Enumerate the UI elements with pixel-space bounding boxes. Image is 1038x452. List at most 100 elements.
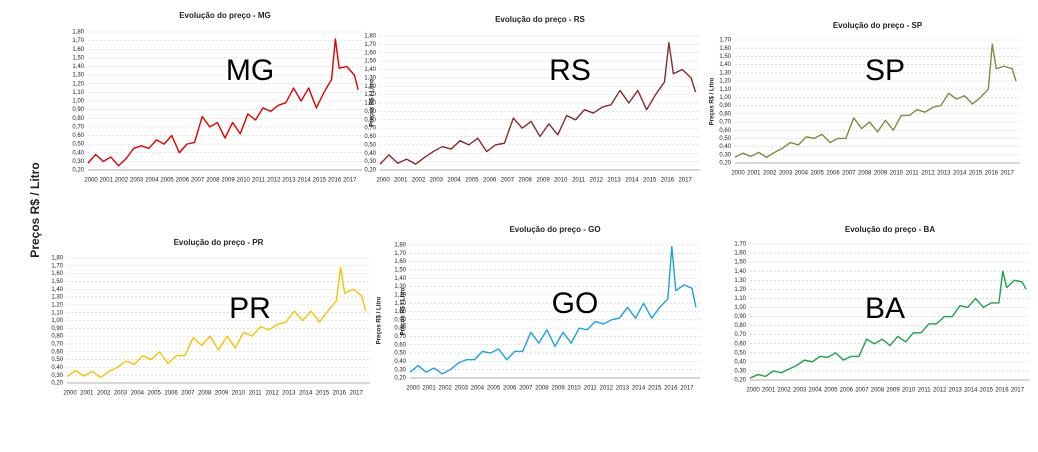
x-tick-label: 2005 — [465, 178, 479, 184]
chart-title: Evolução do preço - SP — [833, 21, 923, 30]
price-line — [87, 38, 359, 167]
y-tick-label: 0,90 — [719, 103, 731, 109]
x-tick-label: 2013 — [282, 391, 296, 397]
x-tick-label: 2012 — [590, 178, 604, 184]
y-tick-label: 1,10 — [734, 296, 746, 302]
price-line — [379, 42, 697, 165]
x-tick-label: 2009 — [874, 171, 888, 177]
x-tick-label: 2003 — [779, 171, 793, 177]
x-tick-label: 2004 — [795, 171, 809, 177]
chart-title: Evolução do preço - RS — [495, 15, 585, 24]
y-tick-label: 1,30 — [364, 75, 376, 81]
y-tick-label: 0,20 — [51, 381, 63, 387]
x-tick-label: 2011 — [572, 178, 586, 184]
y-axis-label: Preços R$ / Litro — [377, 296, 383, 344]
x-tick-label: 2007 — [181, 391, 195, 397]
x-tick-label: 2009 — [886, 388, 900, 394]
y-tick-label: 0,60 — [51, 349, 63, 355]
y-tick-label: 1,00 — [51, 318, 63, 324]
chart-title: Evolução do preço - MG — [179, 11, 271, 20]
x-tick-label: 2001 — [80, 391, 94, 397]
chart-title: Evolução do preço - PR — [174, 238, 264, 247]
x-tick-label: 2010 — [554, 178, 568, 184]
y-tick-label: 0,40 — [719, 144, 731, 150]
price-line — [749, 270, 1027, 379]
x-tick-label: 2015 — [316, 391, 330, 397]
x-tick-label: 2001 — [422, 386, 436, 392]
y-tick-label: 0,20 — [364, 168, 376, 174]
y-axis-label: Preços R$ / Litro — [370, 79, 376, 127]
x-tick-label: 2016 — [995, 388, 1009, 394]
y-tick-label: 1,60 — [51, 271, 63, 277]
x-tick-label: 2013 — [949, 388, 963, 394]
price-line — [734, 43, 1017, 158]
y-tick-label: 0,30 — [72, 159, 84, 165]
y-tick-label: 1,20 — [394, 292, 406, 298]
x-tick-label: 2002 — [412, 178, 426, 184]
y-tick-label: 0,80 — [394, 326, 406, 332]
y-tick-label: 0,30 — [734, 369, 746, 375]
x-tick-label: 2014 — [299, 391, 313, 397]
x-tick-label: 2016 — [661, 178, 675, 184]
state-label: GO — [552, 287, 599, 320]
x-tick-label: 2017 — [1000, 171, 1014, 177]
y-tick-label: 0,30 — [719, 152, 731, 158]
x-tick-label: 2011 — [918, 388, 932, 394]
y-tick-label: 0,80 — [734, 323, 746, 329]
x-tick-label: 2002 — [763, 171, 777, 177]
y-tick-label: 0,50 — [394, 351, 406, 357]
x-tick-label: 2017 — [680, 386, 694, 392]
y-tick-label: 1,70 — [719, 38, 731, 44]
y-tick-label: 1,80 — [51, 256, 63, 262]
y-tick-label: 1,80 — [364, 34, 376, 40]
y-tick-label: 1,40 — [734, 269, 746, 275]
y-tick-label: 1,60 — [394, 259, 406, 265]
y-tick-label: 0,80 — [72, 116, 84, 122]
y-tick-label: 0,90 — [394, 317, 406, 323]
y-tick-label: 1,80 — [72, 30, 84, 36]
y-tick-label: 1,50 — [72, 55, 84, 61]
x-tick-label: 2000 — [84, 178, 98, 184]
y-tick-label: 1,80 — [394, 243, 406, 249]
x-tick-label: 2005 — [160, 178, 174, 184]
y-tick-label: 1,00 — [394, 309, 406, 315]
x-tick-label: 2010 — [232, 391, 246, 397]
y-tick-label: 0,70 — [51, 342, 63, 348]
y-tick-label: 1,50 — [734, 260, 746, 266]
x-tick-label: 2007 — [842, 171, 856, 177]
y-tick-label: 0,20 — [719, 161, 731, 167]
y-tick-label: 1,00 — [364, 101, 376, 107]
x-tick-label: 2010 — [902, 388, 916, 394]
y-tick-label: 0,70 — [72, 124, 84, 130]
x-tick-label: 2016 — [985, 171, 999, 177]
x-tick-label: 2008 — [198, 391, 212, 397]
x-tick-label: 2017 — [349, 391, 363, 397]
y-tick-label: 0,80 — [719, 111, 731, 117]
x-tick-label: 2004 — [471, 386, 485, 392]
y-tick-label: 0,50 — [51, 357, 63, 363]
state-label: MG — [226, 54, 274, 87]
x-tick-label: 2014 — [625, 178, 639, 184]
x-tick-label: 2004 — [809, 388, 823, 394]
x-tick-label: 2012 — [600, 386, 614, 392]
state-label: BA — [865, 292, 905, 325]
x-tick-label: 2006 — [503, 386, 517, 392]
x-tick-label: 2017 — [343, 178, 357, 184]
x-tick-label: 2014 — [953, 171, 967, 177]
y-axis-label: Preços R$ / Litro — [710, 77, 716, 125]
y-tick-label: 0,40 — [394, 359, 406, 365]
y-tick-label: 1,60 — [364, 50, 376, 56]
x-tick-label: 2004 — [447, 178, 461, 184]
y-tick-label: 1,60 — [734, 251, 746, 257]
x-tick-label: 2007 — [191, 178, 205, 184]
x-tick-label: 2012 — [933, 388, 947, 394]
x-tick-label: 2009 — [551, 386, 565, 392]
chart-title: Evolução do preço - BA — [845, 225, 935, 234]
y-tick-label: 0,40 — [364, 151, 376, 157]
x-tick-label: 2011 — [252, 178, 266, 184]
y-tick-label: 1,50 — [719, 54, 731, 60]
x-tick-label: 2004 — [145, 178, 159, 184]
x-tick-label: 2017 — [1011, 388, 1025, 394]
y-tick-label: 0,30 — [364, 159, 376, 165]
